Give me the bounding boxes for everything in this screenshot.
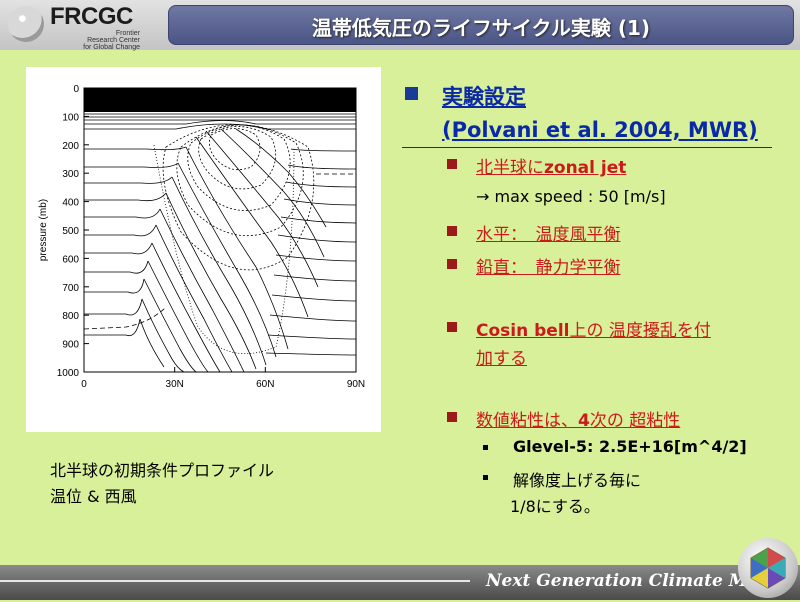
bullet-square-icon — [405, 87, 418, 100]
sub-item-resolution: 解像度上げる毎に — [513, 471, 642, 490]
y-tick-label: 500 — [62, 226, 79, 237]
item-cosine-bell-line2: 加する — [476, 349, 527, 369]
sub-item-resolution-line2: 1/8にする。 — [510, 497, 600, 516]
heading-reference: (Polvani et al. 2004, MWR) — [442, 118, 758, 142]
y-tick-label: 600 — [62, 254, 79, 265]
x-tick-label: 30N — [166, 379, 184, 390]
caption-line-1: 北半球の初期条件プロファイル — [50, 461, 275, 480]
y-tick-label: 0 — [73, 84, 79, 95]
item-vertical-balance: 鉛直： 静力学平衡 — [476, 258, 621, 278]
y-tick-label: 300 — [62, 169, 79, 180]
y-tick-label: 1000 — [57, 368, 80, 379]
y-tick-label: 400 — [62, 198, 79, 209]
sub-item-glevel: Glevel-5: 2.5E+16[m^4/2] — [513, 437, 747, 456]
frcgc-logo: FRCGC Frontier Research Center for Globa… — [8, 3, 158, 51]
bullet-dot-icon — [483, 475, 488, 480]
x-tick-label: 60N — [256, 379, 274, 390]
figure-caption: 北半球の初期条件プロファイル 温位 & 西風 — [50, 458, 274, 510]
logo-subtitle: Frontier Research Center for Global Chan… — [83, 30, 140, 51]
x-tick-label: 0 — [81, 379, 87, 390]
initial-profile-figure: 0 100 200 300 400 500 600 700 800 900 10… — [26, 67, 381, 432]
y-tick-label: 700 — [62, 283, 79, 294]
footer-bar: Next Generation Climate Model — [0, 565, 800, 600]
item-max-speed: → max speed : 50 [m/s] — [476, 187, 666, 206]
item-cosine-bell: Cosin bell上の 温度擾乱を付 — [476, 321, 711, 341]
footer-divider — [0, 580, 470, 582]
y-axis-label: pressure (mb) — [38, 199, 49, 261]
bullet-square-icon — [447, 259, 457, 269]
item-hyperviscosity: 数値粘性は、4次の 超粘性 — [476, 411, 681, 431]
emblem-icon — [738, 538, 798, 598]
item-zonal-jet: 北半球にzonal jet — [476, 158, 627, 178]
x-tick-label: 90N — [347, 379, 365, 390]
header-bar: FRCGC Frontier Research Center for Globa… — [0, 0, 800, 51]
contour-lines — [84, 88, 356, 372]
heading-experiment-setup: 実験設定 — [442, 85, 526, 109]
y-tick-label: 900 — [62, 340, 79, 351]
y-tick-label: 100 — [62, 112, 79, 123]
footer-text: Next Generation Climate Model — [486, 571, 789, 591]
bullet-square-icon — [447, 226, 457, 236]
globe-icon — [8, 6, 44, 42]
slide-title: 温帯低気圧のライフサイクル実験 (1) — [311, 16, 651, 40]
logo-text: FRCGC — [50, 3, 133, 30]
heading-underline — [402, 147, 772, 148]
bullet-dot-icon — [483, 445, 488, 450]
caption-line-2: 温位 & 西風 — [50, 487, 137, 506]
title-bar: 温帯低気圧のライフサイクル実験 (1) — [168, 5, 794, 45]
item-horizontal-balance: 水平： 温度風平衡 — [476, 225, 621, 245]
bullet-square-icon — [447, 322, 457, 332]
y-tick-label: 200 — [62, 141, 79, 152]
profile-plot: 0 100 200 300 400 500 600 700 800 900 10… — [38, 84, 365, 390]
bullet-square-icon — [447, 412, 457, 422]
bullet-square-icon — [447, 159, 457, 169]
y-tick-label: 800 — [62, 311, 79, 322]
